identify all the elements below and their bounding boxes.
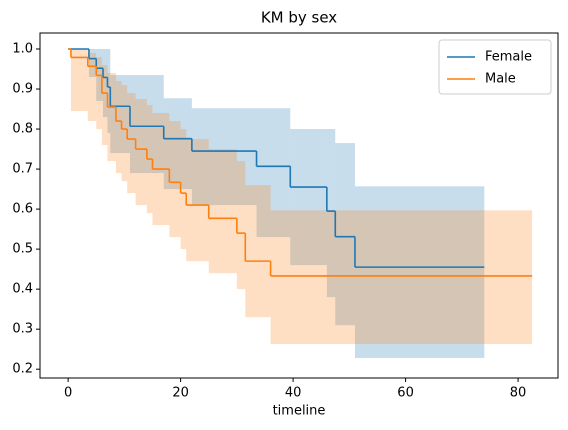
confidence-band	[208, 149, 237, 274]
y-tick-label: 0.6	[12, 202, 33, 217]
x-axis-label: timeline	[273, 404, 326, 419]
y-tick-label: 0.9	[12, 82, 33, 97]
confidence-band	[88, 49, 97, 78]
confidence-band	[110, 75, 130, 154]
confidence-band	[121, 85, 128, 182]
x-tick-label: 80	[510, 386, 527, 401]
x-tick-label: 20	[172, 386, 189, 401]
confidence-band	[87, 53, 97, 122]
confidence-band	[191, 108, 257, 206]
confidence-band	[102, 49, 108, 118]
confidence-band	[245, 185, 271, 318]
confidence-band	[326, 129, 336, 298]
confidence-band	[180, 129, 187, 250]
y-tick-label: 0.3	[12, 322, 33, 337]
legend-label: Female	[485, 50, 532, 65]
confidence-band	[163, 98, 192, 190]
y-tick-label: 0.4	[12, 282, 33, 297]
confidence-band	[96, 57, 102, 130]
confidence-band	[169, 121, 181, 238]
confidence-band	[256, 108, 291, 238]
y-tick-label: 1.0	[12, 42, 33, 57]
confidence-band	[354, 186, 485, 358]
legend-label: Male	[485, 72, 516, 87]
y-tick-label: 0.2	[12, 362, 33, 377]
chart-title: KM by sex	[261, 9, 337, 27]
y-tick-label: 0.8	[12, 122, 33, 137]
legend-box	[438, 39, 552, 95]
confidence-band	[135, 99, 147, 206]
y-tick-label: 0.5	[12, 242, 33, 257]
plot-frame	[39, 32, 559, 379]
y-tick-label: 0.7	[12, 162, 33, 177]
confidence-band	[70, 49, 88, 112]
confidence-band	[115, 81, 122, 174]
confidence-band	[270, 210, 533, 344]
x-tick-label: 0	[64, 386, 72, 401]
x-tick-label: 40	[285, 386, 302, 401]
confidence-band	[107, 73, 116, 162]
confidence-band	[101, 65, 108, 146]
confidence-band	[127, 93, 136, 194]
confidence-band	[186, 139, 209, 262]
x-tick-label: 60	[397, 386, 414, 401]
confidence-band	[236, 161, 246, 290]
confidence-band	[107, 49, 111, 134]
confidence-band	[290, 129, 327, 266]
confidence-band	[335, 143, 355, 326]
